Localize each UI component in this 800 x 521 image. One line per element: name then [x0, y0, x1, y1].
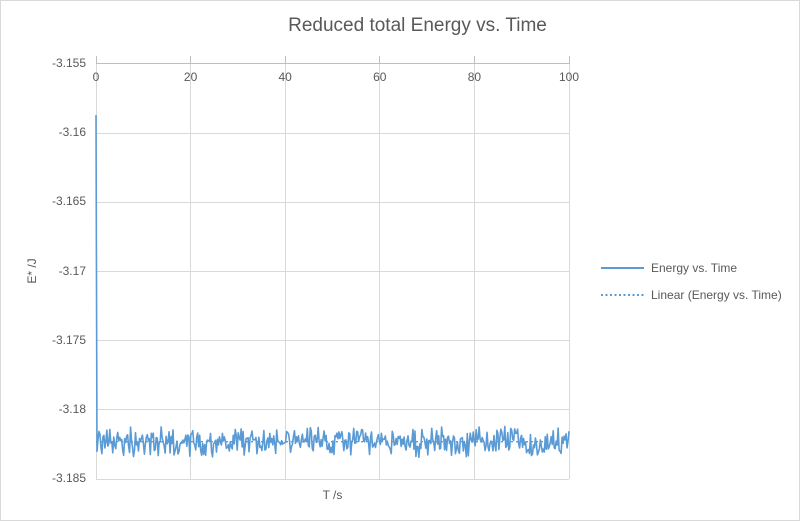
x-tick-label: 20 — [183, 70, 198, 84]
vertical-gridline — [190, 64, 192, 479]
legend-dotted-line-icon — [601, 293, 644, 296]
vertical-gridline — [568, 64, 570, 479]
x-tick-label: 40 — [278, 70, 292, 84]
legend: Energy vs. Time Linear (Energy vs. Time) — [601, 254, 796, 308]
x-axis-tick-mark — [568, 56, 570, 64]
y-tick-label: -3.165 — [51, 194, 86, 209]
legend-label-linear: Linear (Energy vs. Time) — [651, 287, 782, 302]
horizontal-gridline — [96, 201, 569, 203]
y-tick-label: -3.17 — [58, 263, 86, 278]
y-tick-label: -3.155 — [51, 56, 86, 70]
chart-title: Reduced total Energy vs. Time — [288, 15, 547, 36]
y-tick-label: -3.185 — [51, 471, 86, 485]
horizontal-gridline — [96, 271, 569, 272]
x-axis-title: T /s — [322, 488, 343, 502]
x-axis-tick-mark — [379, 56, 381, 64]
legend-label-energy: Energy vs. Time — [651, 260, 738, 275]
energy-vs-time-line — [95, 115, 570, 459]
x-axis-tick-mark — [284, 56, 286, 64]
y-tick-label: -3.16 — [58, 125, 86, 140]
vertical-gridline — [284, 64, 286, 479]
horizontal-gridline — [96, 340, 569, 342]
x-tick-label: 0 — [92, 70, 100, 84]
data-series-svg — [95, 115, 570, 459]
plot-area — [95, 56, 570, 480]
x-axis-tick-mark — [190, 56, 192, 64]
horizontal-gridline — [96, 132, 569, 134]
y-tick-label: -3.175 — [51, 332, 86, 347]
legend-item-linear: Linear (Energy vs. Time) — [601, 281, 796, 308]
x-tick-label: 100 — [558, 70, 580, 84]
horizontal-gridline — [96, 409, 569, 411]
x-tick-label: 60 — [373, 70, 387, 84]
x-axis-tick-mark — [95, 56, 97, 64]
y-axis-title: E* /J — [25, 258, 39, 284]
vertical-gridline — [473, 64, 475, 479]
horizontal-gridline — [96, 478, 569, 480]
x-tick-label: 80 — [467, 70, 482, 84]
vertical-gridline — [379, 64, 381, 479]
legend-solid-line-icon — [601, 266, 644, 269]
legend-item-energy: Energy vs. Time — [601, 254, 796, 281]
x-axis-tick-mark — [473, 56, 475, 64]
y-tick-label: -3.18 — [58, 401, 86, 416]
